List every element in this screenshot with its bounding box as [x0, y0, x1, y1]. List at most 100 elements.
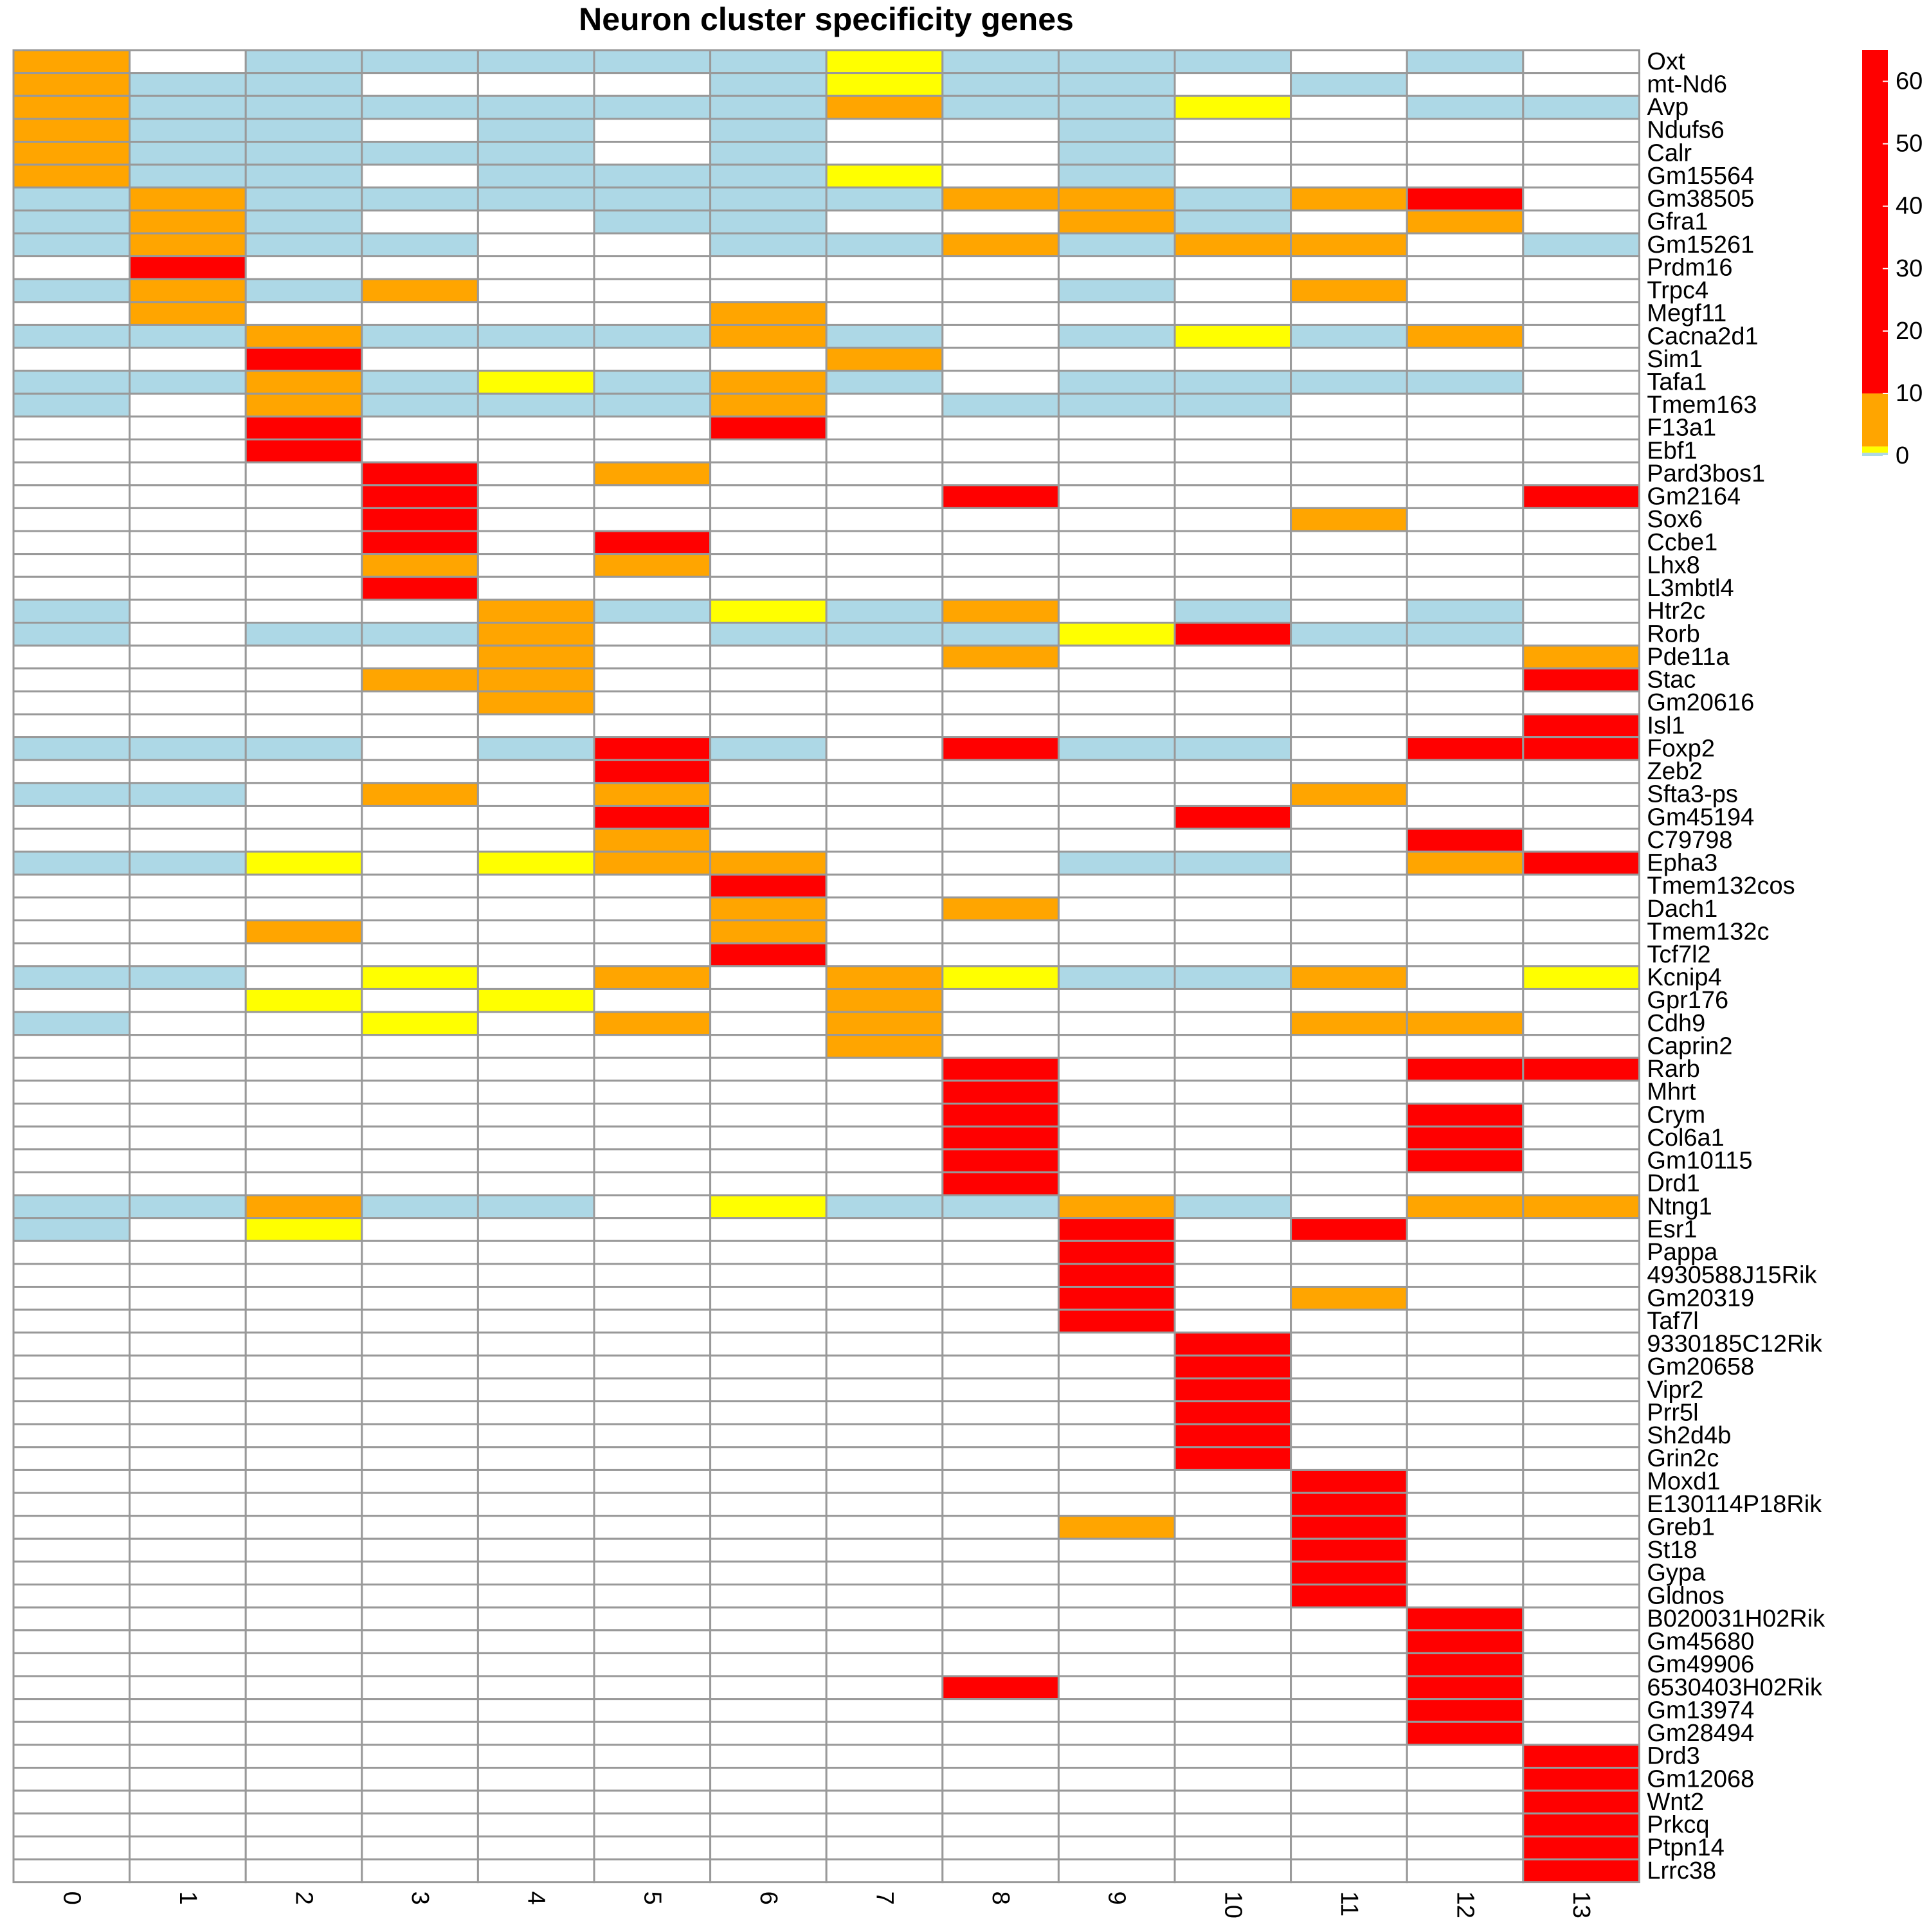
- heatmap-cell: [1290, 622, 1408, 647]
- heatmap-cell: [1522, 1629, 1640, 1654]
- heatmap-cell: [129, 896, 247, 922]
- heatmap-cell: [941, 1034, 1060, 1059]
- heatmap-cell: [12, 49, 131, 75]
- heatmap-cell: [1522, 644, 1640, 670]
- heatmap-cell: [361, 1720, 479, 1746]
- heatmap-cell: [1522, 1492, 1640, 1517]
- heatmap-cell: [12, 255, 131, 280]
- heatmap-cell: [129, 415, 247, 441]
- row-label: Gm20658: [1647, 1353, 1754, 1380]
- heatmap-cell: [941, 1079, 1060, 1105]
- heatmap-cell: [1522, 1332, 1640, 1357]
- heatmap-cell: [1406, 278, 1525, 303]
- legend-color-band: [1862, 453, 1888, 456]
- heatmap-cell: [129, 1468, 247, 1494]
- heatmap-cell: [1522, 575, 1640, 601]
- heatmap-cell: [1522, 782, 1640, 807]
- heatmap-cell: [361, 1606, 479, 1632]
- heatmap-cell: [361, 1675, 479, 1701]
- heatmap-cell: [1406, 713, 1525, 739]
- heatmap-cell: [1173, 370, 1292, 395]
- heatmap-cell: [825, 759, 944, 784]
- heatmap-cell: [593, 438, 712, 464]
- heatmap-cell: [244, 1148, 363, 1173]
- heatmap-cell: [1406, 1492, 1525, 1517]
- heatmap-cell: [1290, 759, 1408, 784]
- heatmap-cell: [244, 1171, 363, 1196]
- row-label: Gm28494: [1647, 1720, 1754, 1747]
- heatmap-cell: [1406, 255, 1525, 280]
- heatmap-cell: [244, 1079, 363, 1105]
- heatmap-cell: [476, 1812, 595, 1837]
- heatmap-cell: [244, 553, 363, 578]
- heatmap-cell: [825, 1492, 944, 1517]
- heatmap-cell: [1290, 782, 1408, 807]
- heatmap-cell: [1290, 1858, 1408, 1884]
- heatmap-cell: [1522, 1584, 1640, 1609]
- heatmap-cell: [1173, 1698, 1292, 1723]
- heatmap-cell: [1406, 1079, 1525, 1105]
- heatmap-cell: [361, 690, 479, 716]
- heatmap-cell: [593, 209, 712, 235]
- heatmap-cell: [129, 827, 247, 853]
- heatmap-cell: [593, 1103, 712, 1128]
- heatmap-cell: [709, 1515, 828, 1540]
- heatmap-cell: [361, 1744, 479, 1769]
- heatmap-cell: [1173, 1148, 1292, 1173]
- heatmap-cell: [129, 599, 247, 624]
- heatmap-cell: [593, 1652, 712, 1677]
- heatmap-cell: [1290, 370, 1408, 395]
- heatmap-cell: [129, 851, 247, 876]
- heatmap-cell: [1057, 622, 1176, 647]
- heatmap-cell: [941, 1744, 1060, 1769]
- heatmap-cell: [1290, 1377, 1408, 1403]
- heatmap-cell: [361, 553, 479, 578]
- heatmap-cell: [709, 255, 828, 280]
- heatmap-cell: [12, 575, 131, 601]
- heatmap-cell: [129, 1400, 247, 1425]
- heatmap-cell: [361, 873, 479, 899]
- heatmap-cell: [1522, 713, 1640, 739]
- heatmap-cell: [593, 49, 712, 75]
- heatmap-cell: [129, 965, 247, 990]
- heatmap-cell: [129, 1767, 247, 1792]
- heatmap-cell: [361, 1858, 479, 1884]
- heatmap-cell: [244, 1629, 363, 1654]
- heatmap-cell: [1522, 827, 1640, 853]
- heatmap-cell: [12, 873, 131, 899]
- heatmap-cell: [1173, 1125, 1292, 1151]
- heatmap-cell: [1522, 1858, 1640, 1884]
- heatmap-cell: [1290, 1789, 1408, 1815]
- heatmap-cell: [593, 1034, 712, 1059]
- heatmap-cell: [244, 1468, 363, 1494]
- heatmap-cell: [941, 1240, 1060, 1265]
- heatmap-cell: [825, 1789, 944, 1815]
- heatmap-cell: [825, 988, 944, 1013]
- heatmap-cell: [12, 484, 131, 509]
- row-label: Gm38505: [1647, 186, 1754, 213]
- heatmap-cell: [1290, 599, 1408, 624]
- heatmap-cell: [361, 1034, 479, 1059]
- heatmap-cell: [1057, 896, 1176, 922]
- heatmap-cell: [1522, 1675, 1640, 1701]
- heatmap-cell: [1406, 438, 1525, 464]
- heatmap-cell: [476, 1446, 595, 1471]
- heatmap-cell: [12, 1858, 131, 1884]
- heatmap-cell: [1522, 1423, 1640, 1449]
- heatmap-cell: [941, 1171, 1060, 1196]
- heatmap-cell: [593, 644, 712, 670]
- heatmap-cell: [1057, 163, 1176, 189]
- heatmap-cell: [941, 896, 1060, 922]
- heatmap-cell: [941, 1446, 1060, 1471]
- heatmap-cell: [244, 1332, 363, 1357]
- heatmap-cell: [1406, 1423, 1525, 1449]
- heatmap-cell: [361, 667, 479, 692]
- heatmap-cell: [361, 919, 479, 944]
- heatmap-cell: [1173, 301, 1292, 326]
- heatmap-cell: [129, 507, 247, 532]
- heatmap-cell: [941, 713, 1060, 739]
- heatmap-cell: [1522, 988, 1640, 1013]
- heatmap-cell: [593, 919, 712, 944]
- row-label: Sh2d4b: [1647, 1422, 1731, 1449]
- heatmap-cell: [476, 1354, 595, 1380]
